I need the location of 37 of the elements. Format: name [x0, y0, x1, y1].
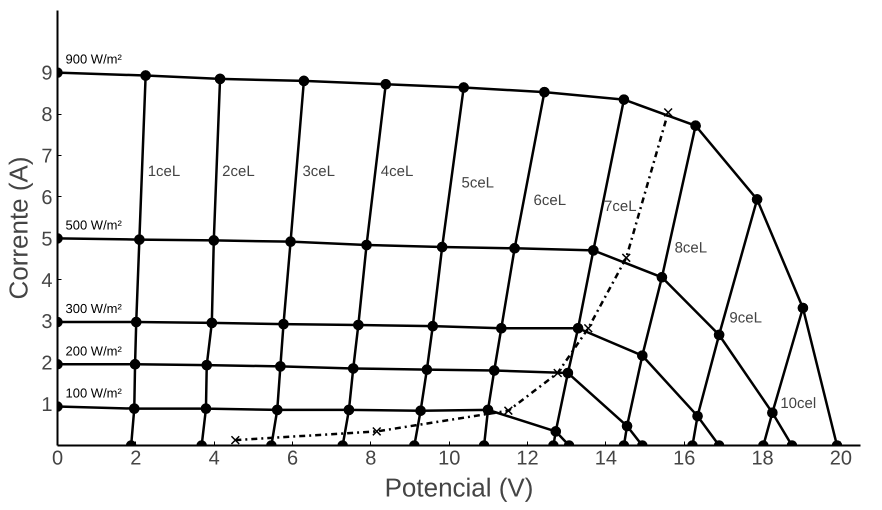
- x-tick-label: 2: [130, 448, 142, 470]
- annotation: 2ceL: [222, 163, 255, 180]
- annotation: 9ceL: [729, 310, 762, 327]
- x-tick-label: 4: [208, 448, 220, 470]
- x-tick-label: 0: [52, 448, 64, 470]
- annotation: 3ceL: [302, 163, 335, 180]
- y-tick-label: 9: [41, 62, 52, 85]
- y-tick-label: 3: [41, 311, 52, 334]
- x-tick-label: 16: [673, 448, 696, 470]
- annotation: 10cel: [780, 395, 816, 412]
- y-tick-label: 7: [41, 146, 52, 168]
- x-tick-label: 20: [830, 448, 852, 470]
- series-label: 100 W/m²: [66, 386, 123, 401]
- y-tick-label: 8: [41, 104, 52, 126]
- annotation: 4ceL: [380, 163, 414, 180]
- annotation: 7ceL: [604, 198, 637, 215]
- series-label: 200 W/m²: [66, 343, 123, 358]
- x-tick-label: 10: [438, 448, 460, 470]
- y-tick-label: 1: [41, 394, 52, 416]
- x-tick-label: 18: [751, 448, 774, 470]
- annotation: 6ceL: [534, 192, 566, 210]
- x-axis-title: Potencial (V): [384, 472, 534, 502]
- series-label: 900 W/m²: [66, 52, 123, 67]
- x-tick-label: 12: [516, 448, 539, 470]
- y-tick-label: 4: [41, 270, 52, 292]
- annotation: 1ceL: [148, 163, 180, 180]
- series-label: 300 W/m²: [66, 301, 123, 316]
- x-tick-label: 6: [286, 448, 298, 470]
- annotation: 8ceL: [674, 239, 708, 256]
- x-tick-label: 14: [594, 448, 618, 470]
- annotation: 5ceL: [461, 174, 494, 192]
- y-axis-title: Corrente (A): [3, 156, 34, 300]
- y-tick-label: 5: [41, 228, 52, 250]
- x-tick-label: 8: [365, 448, 376, 470]
- series-label: 500 W/m²: [66, 217, 123, 232]
- y-tick-label: 6: [41, 186, 52, 209]
- y-tick-label: 2: [41, 352, 52, 375]
